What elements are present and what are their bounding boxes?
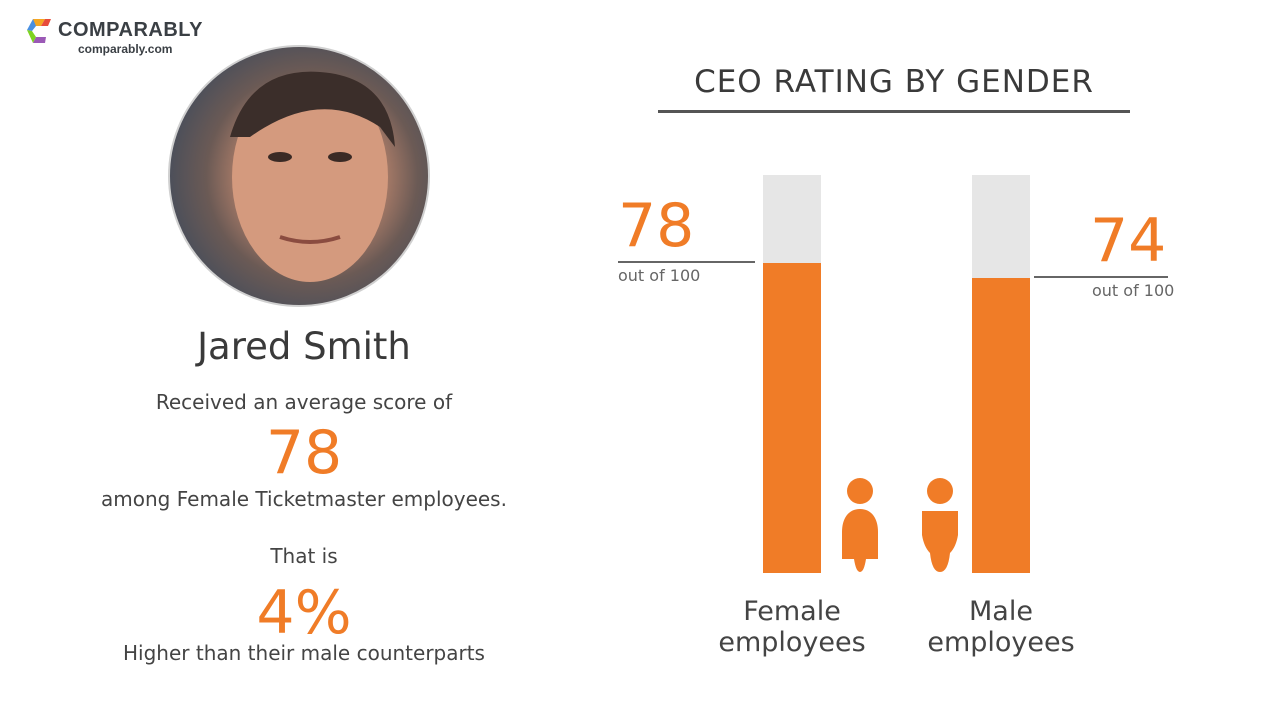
value-leader-line [618, 260, 755, 263]
ceo-name: Jared Smith [197, 325, 411, 368]
summary-score: 78 [265, 418, 343, 488]
data-label: 78 [618, 190, 695, 261]
data-sublabel: out of 100 [618, 265, 701, 285]
data-label: 74 [1090, 206, 1167, 277]
category-label: Male employees [901, 596, 1101, 658]
brand-url: comparably.com [78, 42, 173, 56]
summary-percent: 4% [256, 578, 352, 648]
summary-line2: among Female Ticketmaster employees. [101, 487, 507, 511]
data-sublabel: out of 100 [1092, 281, 1175, 301]
category-label: Female employees [692, 596, 892, 658]
category-label-line: Male [969, 596, 1033, 627]
summary-line4: Higher than their male counterparts [123, 641, 485, 665]
comparably-logo-icon [27, 19, 51, 43]
category-label-line: Female [743, 596, 841, 627]
title-divider [658, 110, 1130, 113]
summary-line3: That is [270, 544, 338, 568]
summary-line1: Received an average score of [155, 390, 453, 414]
brand-name: COMPARABLY [58, 19, 204, 41]
bar [972, 278, 1030, 573]
value-leader-line [1034, 276, 1168, 279]
male-person-icon [922, 478, 958, 572]
chart-title: CEO RATING BY GENDER [694, 64, 1094, 100]
category-label-line: employees [927, 627, 1075, 658]
ceo-photo [168, 45, 430, 307]
bar [763, 262, 821, 573]
female-person-icon [842, 478, 878, 572]
category-label-line: employees [718, 627, 866, 658]
